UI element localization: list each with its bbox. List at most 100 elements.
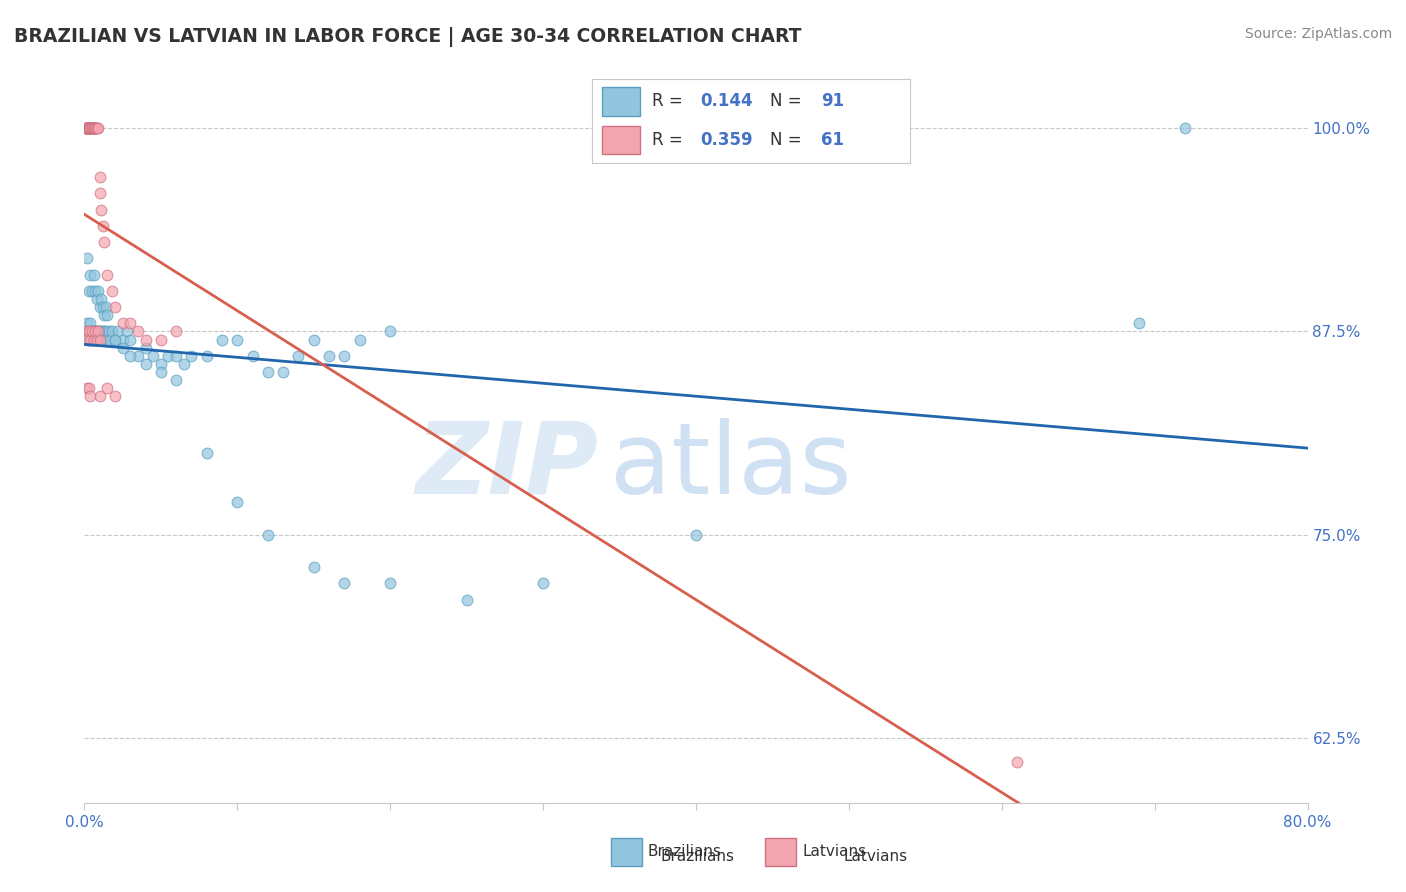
Point (79, 325, 101, 339)
Point (135, 357, 157, 371)
Point (142, 349, 165, 363)
Point (149, 357, 172, 371)
Point (76, 121, 98, 136)
Point (79, 333, 101, 347)
Point (287, 349, 309, 363)
Point (96, 308, 118, 322)
Point (76, 252, 98, 266)
Point (89, 325, 111, 339)
Text: BRAZILIAN VS LATVIAN IN LABOR FORCE | AGE 30-34 CORRELATION CHART: BRAZILIAN VS LATVIAN IN LABOR FORCE | AG… (14, 27, 801, 46)
Point (77, 284, 100, 298)
Point (79, 333, 101, 347)
Point (271, 365, 294, 379)
Point (91, 219, 114, 233)
Point (83, 333, 105, 347)
Point (87, 333, 110, 347)
Text: atlas: atlas (610, 417, 852, 515)
Point (685, 527, 707, 541)
Point (111, 333, 134, 347)
Text: Latvians: Latvians (844, 849, 908, 863)
Point (83, 121, 105, 136)
Text: Latvians: Latvians (803, 845, 866, 859)
Point (157, 349, 180, 363)
Point (380, 325, 402, 339)
Point (226, 495, 249, 509)
Point (86, 333, 108, 347)
Point (91, 325, 114, 339)
Point (83, 325, 105, 339)
Point (96, 333, 118, 347)
Point (101, 325, 124, 339)
Point (84, 121, 107, 136)
Point (83, 121, 105, 136)
Point (75, 325, 97, 339)
Point (84, 121, 107, 136)
Point (75, 121, 97, 136)
Point (79, 121, 101, 136)
Point (76, 121, 98, 136)
Point (349, 333, 371, 347)
Point (104, 333, 127, 347)
Point (76, 121, 98, 136)
Point (242, 349, 264, 363)
Point (86, 121, 108, 136)
Point (83, 333, 105, 347)
Point (75, 121, 97, 136)
Point (135, 333, 157, 347)
Point (149, 333, 172, 347)
Point (104, 300, 127, 314)
Point (80, 121, 103, 136)
Point (135, 341, 157, 355)
Point (104, 389, 127, 403)
Point (77, 121, 100, 136)
Point (87, 325, 110, 339)
Point (90, 333, 112, 347)
Point (76, 316, 98, 330)
Point (77, 325, 100, 339)
Point (77, 121, 100, 136)
Point (94, 300, 117, 314)
Point (1128, 316, 1150, 330)
Point (89, 333, 111, 347)
Point (89, 169, 111, 184)
Point (93, 308, 115, 322)
Point (84, 325, 107, 339)
Point (86, 292, 108, 306)
Text: ZIP: ZIP (415, 417, 598, 515)
Point (89, 186, 111, 201)
Point (111, 341, 134, 355)
Point (333, 349, 356, 363)
Point (86, 333, 108, 347)
Point (84, 284, 107, 298)
Text: Brazilians: Brazilians (648, 845, 721, 859)
Point (302, 333, 325, 347)
Point (76, 121, 98, 136)
Point (80, 325, 103, 339)
Point (195, 446, 218, 460)
Point (79, 268, 101, 282)
Text: Brazilians: Brazilians (661, 849, 735, 863)
Point (75, 121, 97, 136)
Point (84, 325, 107, 339)
Point (96, 381, 118, 395)
Point (107, 325, 129, 339)
Point (77, 121, 100, 136)
Point (77, 381, 100, 395)
Point (89, 300, 111, 314)
Point (80, 333, 103, 347)
Point (89, 389, 111, 403)
Point (120, 316, 142, 330)
Point (302, 560, 325, 574)
Point (79, 389, 101, 403)
Point (77, 325, 100, 339)
Point (333, 576, 356, 591)
Point (93, 235, 115, 249)
Point (80, 325, 103, 339)
Point (111, 316, 134, 330)
Point (120, 333, 142, 347)
Point (165, 349, 187, 363)
Point (79, 121, 101, 136)
Point (75, 325, 97, 339)
Point (91, 333, 114, 347)
FancyBboxPatch shape (610, 838, 641, 866)
